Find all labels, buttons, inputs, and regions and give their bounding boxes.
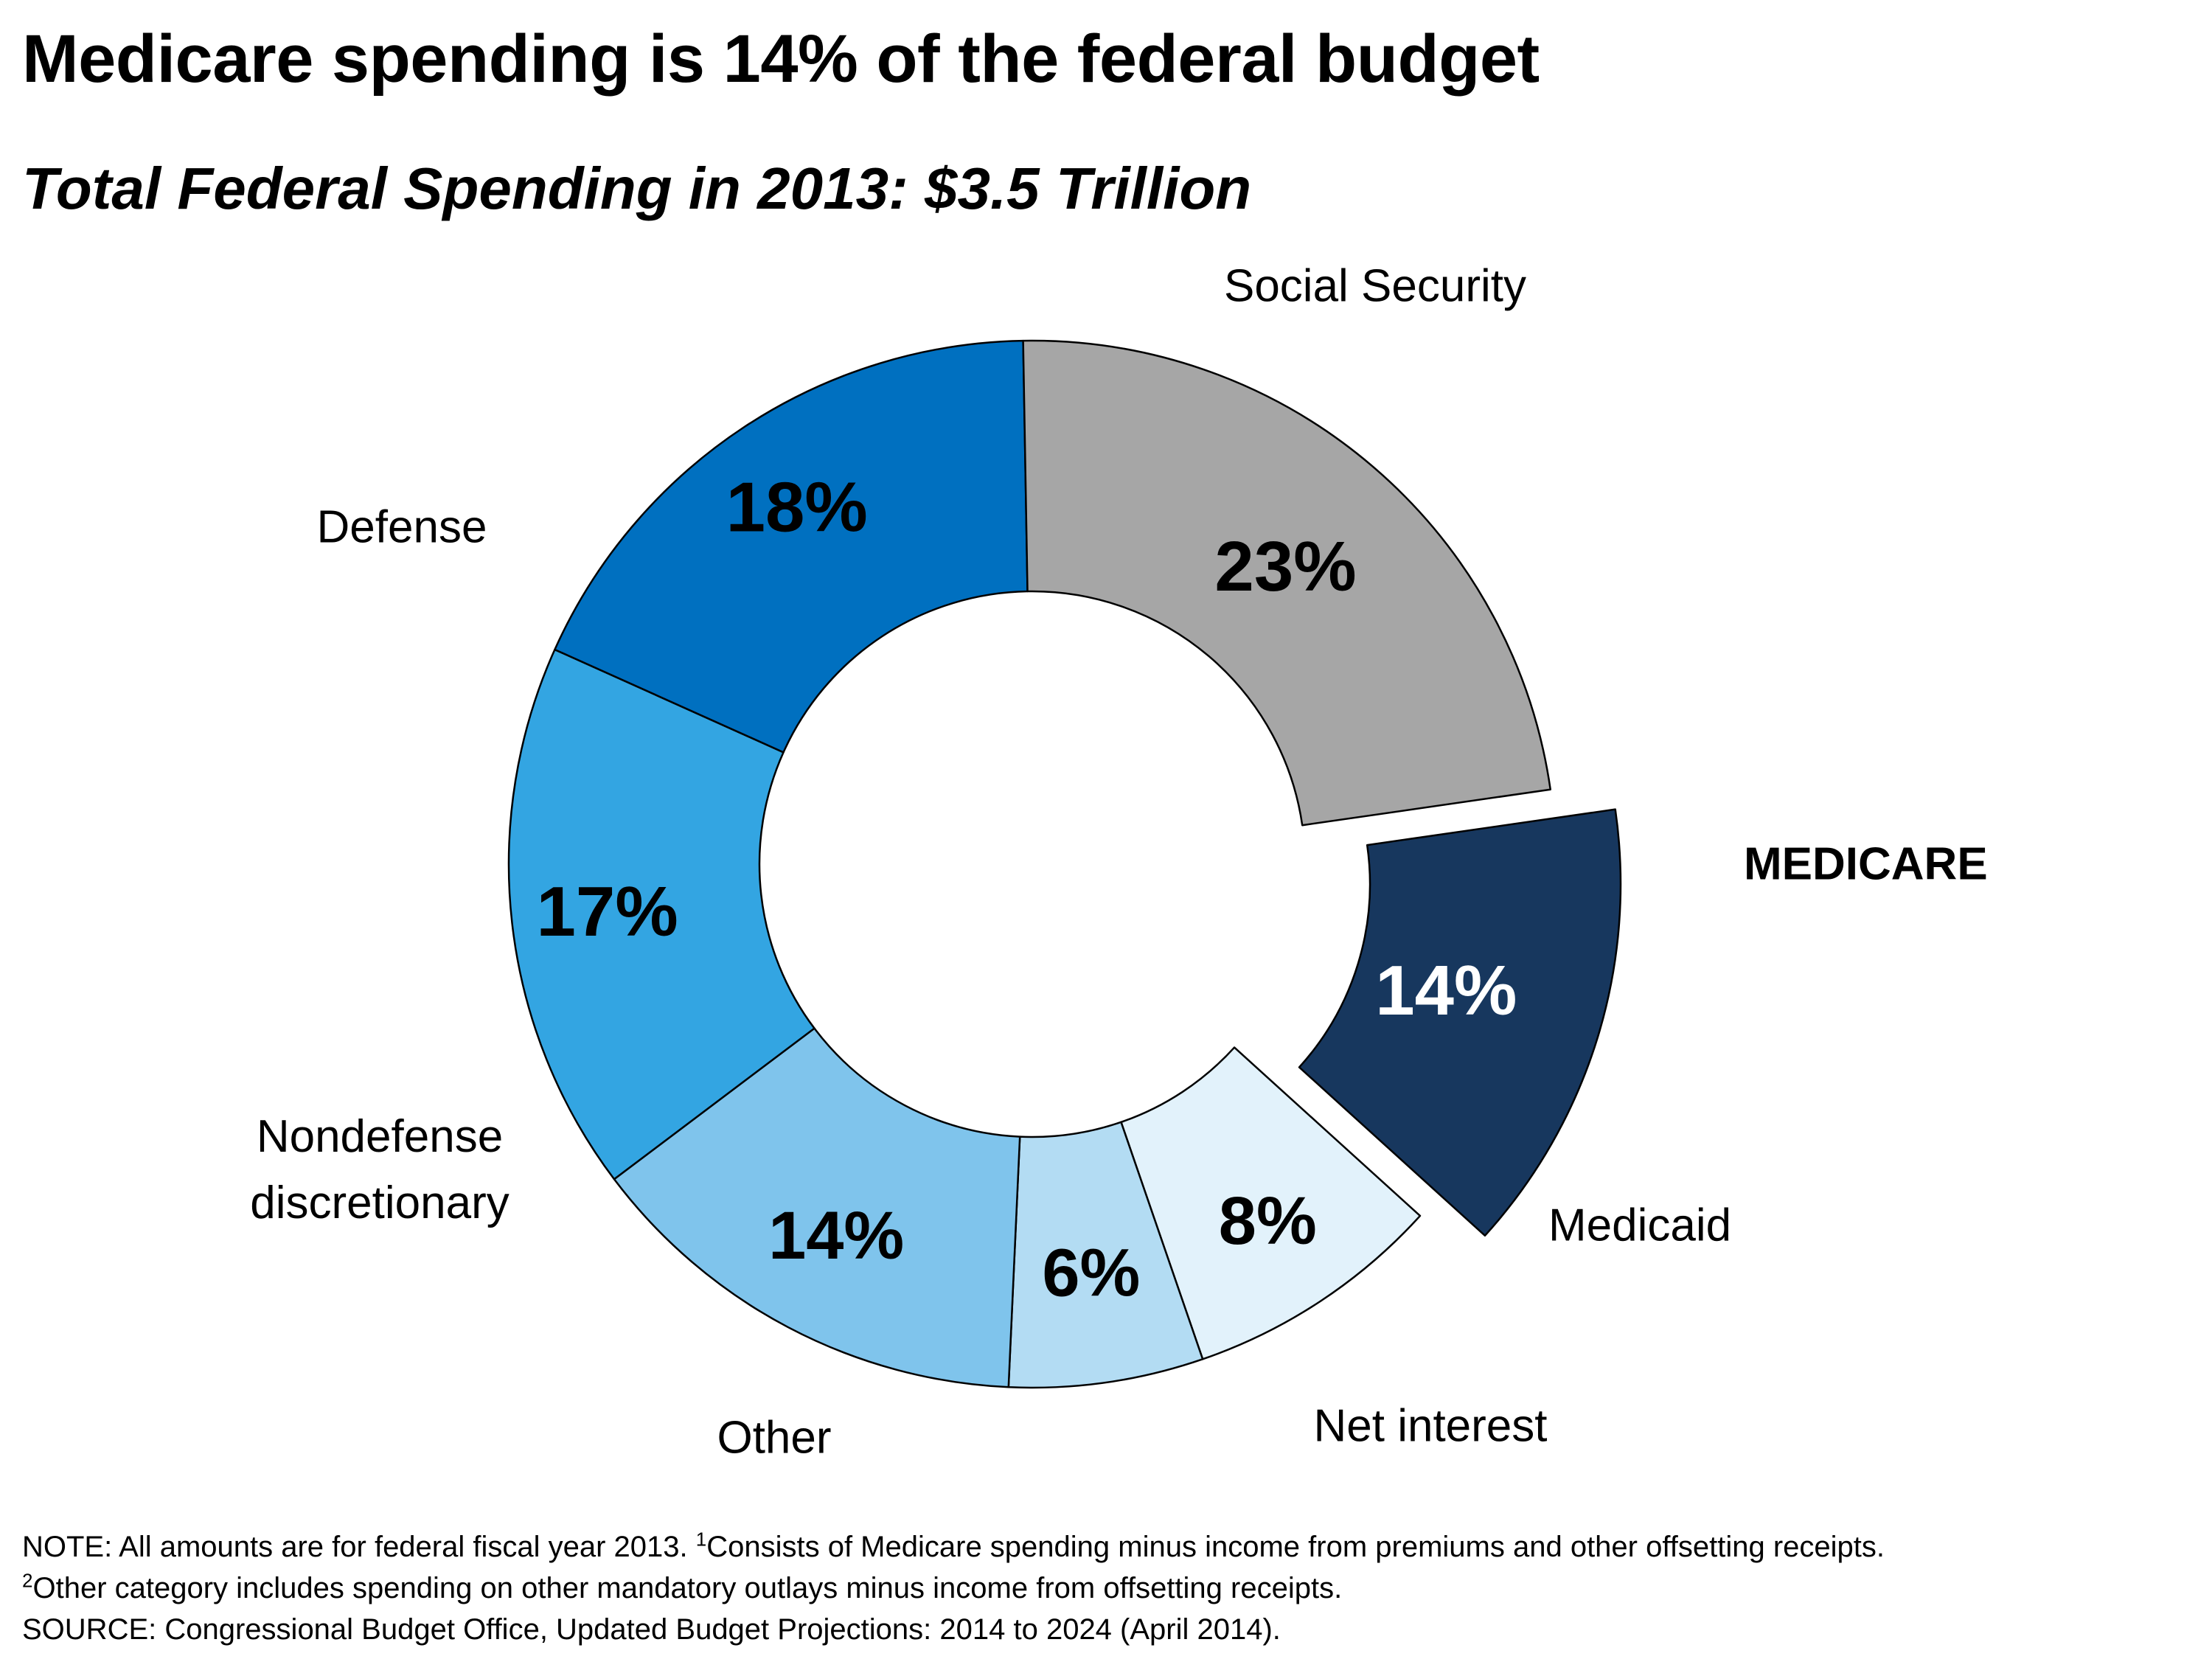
note-line-2: 2Other category includes spending on oth… [22, 1568, 1885, 1609]
category-label-medicaid: Medicaid [1548, 1200, 1731, 1251]
value-label-defense: 18% [726, 467, 868, 546]
category-label-defense: Defense [317, 502, 487, 553]
footnotes: NOTE: All amounts are for federal fiscal… [22, 1526, 1885, 1650]
value-label-nondefense-discretionary: 17% [537, 872, 678, 951]
slice-medicare [1298, 808, 1622, 1237]
category-label-other: Other [717, 1413, 831, 1464]
chart-subtitle: Total Federal Spending in 2013: $3.5 Tri… [22, 156, 1252, 221]
slice-social-security [1022, 339, 1551, 827]
category-label-medicare: MEDICARE [1744, 839, 1988, 890]
value-label-social-security: 23% [1214, 527, 1356, 606]
footnote-marker-1: 1 [695, 1528, 707, 1551]
slice-nondefense-discretionary [507, 648, 815, 1180]
chart-title: Medicare spending is 14% of the federal … [22, 21, 1540, 97]
category-label-net-interest: Net interest [1313, 1401, 1547, 1452]
value-label-other: 14% [768, 1198, 904, 1273]
value-label-net-interest: 6% [1042, 1235, 1140, 1310]
note-line-1: NOTE: All amounts are for federal fiscal… [22, 1526, 1885, 1568]
slice-other [613, 1027, 1021, 1388]
donut-chart: 14% MEDICARE 8% Medicaid 6% Net interest 14% Ot… [250, 261, 1988, 1464]
value-label-medicaid: 8% [1219, 1183, 1317, 1259]
note-other-definition: Other category includes spending on othe… [32, 1572, 1343, 1604]
category-label-nondefense-discretionary: Nondefense discretionary [250, 1111, 509, 1228]
slice-medicaid [1120, 1046, 1422, 1360]
source-line: SOURCE: Congressional Budget Office, Upd… [22, 1613, 1281, 1646]
category-label-social-security: Social Security [1224, 261, 1526, 312]
note-text: NOTE: All amounts are for federal fiscal… [22, 1531, 696, 1563]
note-medicare-definition: Consists of Medicare spending minus inco… [706, 1531, 1885, 1563]
slice-defense [554, 339, 1029, 754]
value-label-medicare: 14% [1375, 951, 1517, 1030]
footnote-marker-2: 2 [22, 1569, 33, 1592]
